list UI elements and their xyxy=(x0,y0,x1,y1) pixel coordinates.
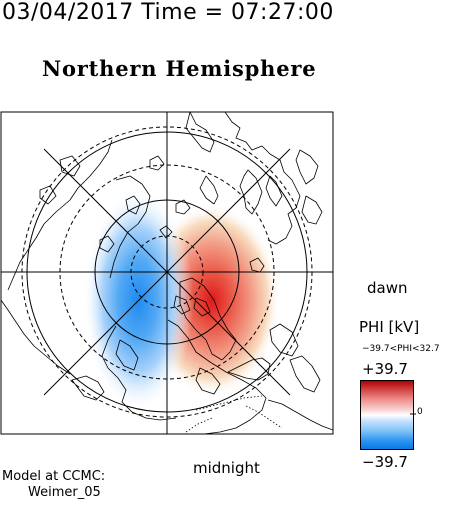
coastlines xyxy=(1,112,333,434)
model-name-label: Weimer_05 xyxy=(28,485,101,500)
colorbar-zero-tick xyxy=(410,413,416,415)
colorbar-zero-label: 0 xyxy=(417,407,423,417)
meridian-lines xyxy=(1,112,333,434)
colorbar-min-label: −39.7 xyxy=(362,453,408,471)
potential-pattern xyxy=(83,188,280,412)
colorbar xyxy=(360,380,414,450)
latitude-circles xyxy=(21,126,313,418)
colorbar-max-label: +39.7 xyxy=(362,360,408,378)
model-source-label: Model at CCMC: xyxy=(2,469,106,484)
colorbar-range: −39.7<PHI<32.7 xyxy=(362,344,440,354)
dawn-label: dawn xyxy=(367,279,408,297)
boundaries xyxy=(185,395,283,433)
hemisphere-title: Northern Hemisphere xyxy=(42,56,317,81)
colorbar-title: PHI [kV] xyxy=(359,318,420,336)
midnight-label: midnight xyxy=(193,459,260,477)
timestamp-title: 03/04/2017 Time = 07:27:00 xyxy=(2,0,334,25)
